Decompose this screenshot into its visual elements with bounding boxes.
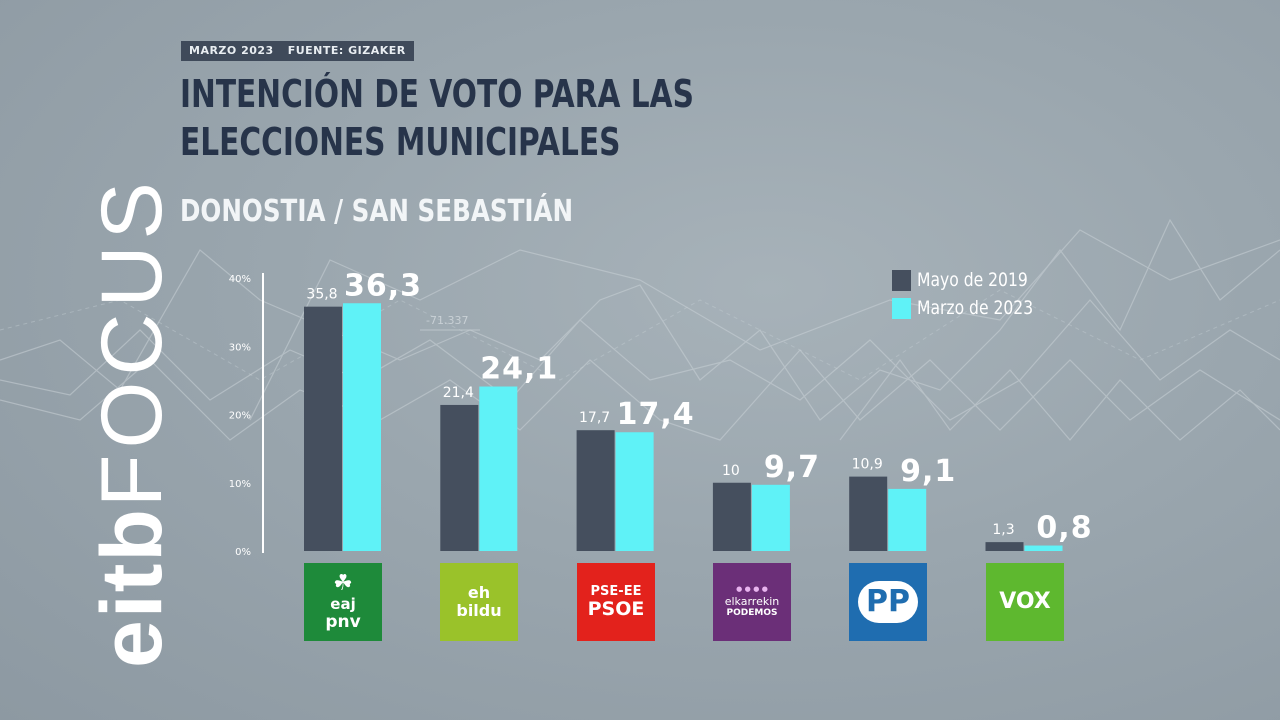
data-label-2023: 24,1	[480, 352, 558, 387]
legend-item-2019: Mayo de 2019	[892, 266, 1059, 294]
data-label-2019: 10	[722, 463, 740, 479]
party-logo-bildu: eh bildu	[440, 563, 518, 641]
party-logo-text: PODEMOS	[726, 608, 778, 618]
y-tick-label: 10%	[229, 479, 251, 490]
data-label-2019: 17,7	[579, 410, 610, 426]
bar-2023	[888, 488, 927, 551]
bar-2019	[985, 542, 1024, 551]
party-logo-text: pnv	[325, 612, 361, 632]
y-tick-label: 40%	[229, 274, 251, 285]
data-label-2023: 36,3	[344, 268, 422, 303]
background-value-label: -71.337	[426, 314, 468, 327]
bar-2023	[343, 303, 381, 551]
bar-2023	[751, 484, 790, 551]
party-logo-text: PSOE	[587, 598, 645, 620]
party-logo-text: bildu	[456, 601, 502, 620]
pnv-clover-logo: ☘	[333, 571, 353, 596]
party-logo-vox: VOX	[986, 563, 1064, 641]
bar-2023	[479, 386, 518, 551]
legend-label-2019: Mayo de 2019	[917, 269, 1028, 291]
source-tagline: MARZO 2023 FUENTE: GIZAKER	[181, 41, 414, 61]
y-tick-label: 20%	[229, 411, 251, 422]
chart-title: INTENCIÓN DE VOTO PARA LAS ELECCIONES MU…	[180, 72, 694, 164]
bar-2019	[440, 404, 479, 551]
y-tick-label: 0%	[235, 547, 251, 558]
legend-item-2023: Marzo de 2023	[892, 294, 1059, 322]
date-label: MARZO 2023	[189, 44, 274, 57]
data-label-2019: 1,3	[992, 522, 1014, 538]
party-logo-pp: PP	[849, 563, 927, 641]
party-logo-text: elkarrekin	[724, 595, 780, 608]
bar-2019	[712, 482, 751, 551]
party-logo-text: eaj	[330, 595, 356, 613]
bar-2023	[615, 432, 654, 551]
legend-label-2023: Marzo de 2023	[917, 297, 1034, 319]
legend: Mayo de 2019 Marzo de 2023	[892, 266, 1059, 322]
party-logo-pnv: ☘ eaj pnv	[304, 563, 382, 641]
party-logo-text: PSE-EE	[590, 584, 642, 599]
data-label-2023: 9,7	[764, 450, 820, 485]
data-label-2019: 21,4	[443, 385, 474, 401]
bar-2019	[304, 306, 342, 551]
bar-2023	[1024, 545, 1063, 551]
party-logo-text: PP	[858, 581, 918, 623]
bar-2019	[576, 430, 615, 551]
data-label-2019: 10,9	[852, 457, 883, 473]
y-tick-label: 30%	[229, 342, 251, 353]
data-label-2019: 35,8	[306, 287, 337, 303]
data-label-2023: 9,1	[900, 454, 956, 489]
legend-swatch-2019	[892, 269, 911, 291]
bar-2019	[849, 476, 888, 551]
data-label-2023: 0,8	[1036, 511, 1092, 546]
podemos-dots-logo: ● ● ● ●	[736, 585, 768, 593]
chart-subtitle: DONOSTIA / SAN SEBASTIÁN	[180, 194, 574, 229]
party-logo-text: eh	[467, 583, 491, 602]
legend-swatch-2023	[892, 297, 911, 319]
party-logo-text: VOX	[999, 589, 1051, 614]
party-logo-psoe: PSE-EE PSOE	[577, 563, 655, 641]
data-label-2023: 17,4	[617, 397, 695, 432]
party-logo-podemos: ● ● ● ● elkarrekin PODEMOS	[713, 563, 791, 641]
source-label: FUENTE: GIZAKER	[287, 44, 406, 57]
